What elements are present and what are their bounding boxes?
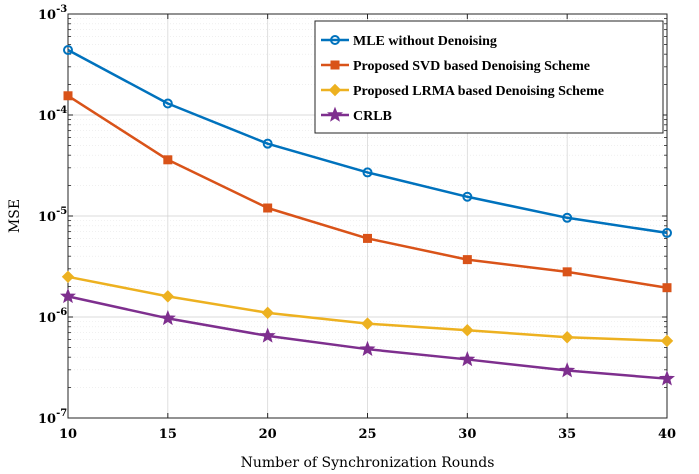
data-point	[459, 351, 476, 367]
data-point	[363, 233, 372, 243]
data-point	[362, 167, 373, 178]
data-point	[361, 317, 374, 330]
series-3	[61, 270, 674, 348]
data-point	[461, 324, 474, 337]
legend-item: Proposed LRMA based Denoising Scheme	[321, 83, 604, 99]
data-point	[163, 155, 173, 165]
data-point	[560, 331, 574, 344]
data-point	[359, 340, 376, 356]
legend-item: CRLB	[321, 106, 392, 124]
x-tick-label: 20	[259, 427, 277, 442]
y-tick-label: 10-5	[38, 206, 67, 225]
legend-box	[314, 20, 664, 134]
data-point	[259, 327, 276, 343]
data-point	[659, 370, 675, 386]
legend-label: Proposed SVD based Denoising Scheme	[353, 59, 590, 74]
data-point	[662, 227, 672, 238]
x-tick-label: 25	[358, 427, 376, 442]
x-tick-label: 40	[658, 427, 676, 442]
data-point	[61, 270, 75, 284]
data-point	[263, 203, 273, 213]
data-point	[63, 91, 73, 101]
data-point	[60, 287, 76, 304]
legend-marker	[330, 60, 340, 70]
data-point	[562, 267, 572, 277]
data-point	[559, 362, 576, 378]
series-2	[63, 91, 672, 293]
y-ticks: 10-7 10-6 10-5 10-4 10-3	[38, 4, 667, 427]
data-point	[262, 138, 273, 149]
data-point	[660, 334, 674, 348]
legend-label: MLE without Denoising	[353, 34, 497, 49]
x-axis-label: Number of Synchronization Rounds	[241, 455, 495, 471]
data-point	[662, 283, 672, 293]
legend-label: Proposed LRMA based Denoising Scheme	[353, 84, 604, 99]
data-point	[462, 255, 472, 265]
y-axis-label: MSE	[7, 199, 23, 233]
legend-marker	[328, 83, 342, 97]
series-4	[60, 287, 675, 386]
data-point	[63, 45, 73, 56]
legend-item: Proposed SVD based Denoising Scheme	[321, 59, 590, 74]
series-1	[63, 45, 672, 238]
x-tick-label: 10	[59, 427, 77, 442]
data-point	[562, 212, 573, 223]
data-point	[159, 309, 176, 326]
legend-marker	[327, 106, 343, 122]
x-tick-label: 30	[458, 427, 476, 442]
data-point	[162, 98, 173, 109]
legend-label: CRLB	[353, 109, 392, 124]
y-tick-label: 10-6	[38, 307, 67, 326]
data-point	[161, 290, 175, 303]
x-tick-label: 35	[558, 427, 576, 442]
data-point	[261, 306, 274, 320]
x-tick-label: 15	[159, 427, 177, 442]
legend: MLE without Denoising Proposed SVD based …	[314, 20, 664, 134]
y-tick-label: 10-7	[38, 408, 67, 427]
series-line	[67, 48, 668, 235]
data-point	[462, 191, 473, 202]
y-tick-label: 10-3	[38, 4, 67, 23]
legend-marker	[330, 35, 340, 45]
y-tick-label: 10-4	[38, 105, 67, 124]
legend-item: MLE without Denoising	[321, 34, 497, 49]
x-ticks: 10 15 20 25 30 35 40	[59, 14, 676, 442]
